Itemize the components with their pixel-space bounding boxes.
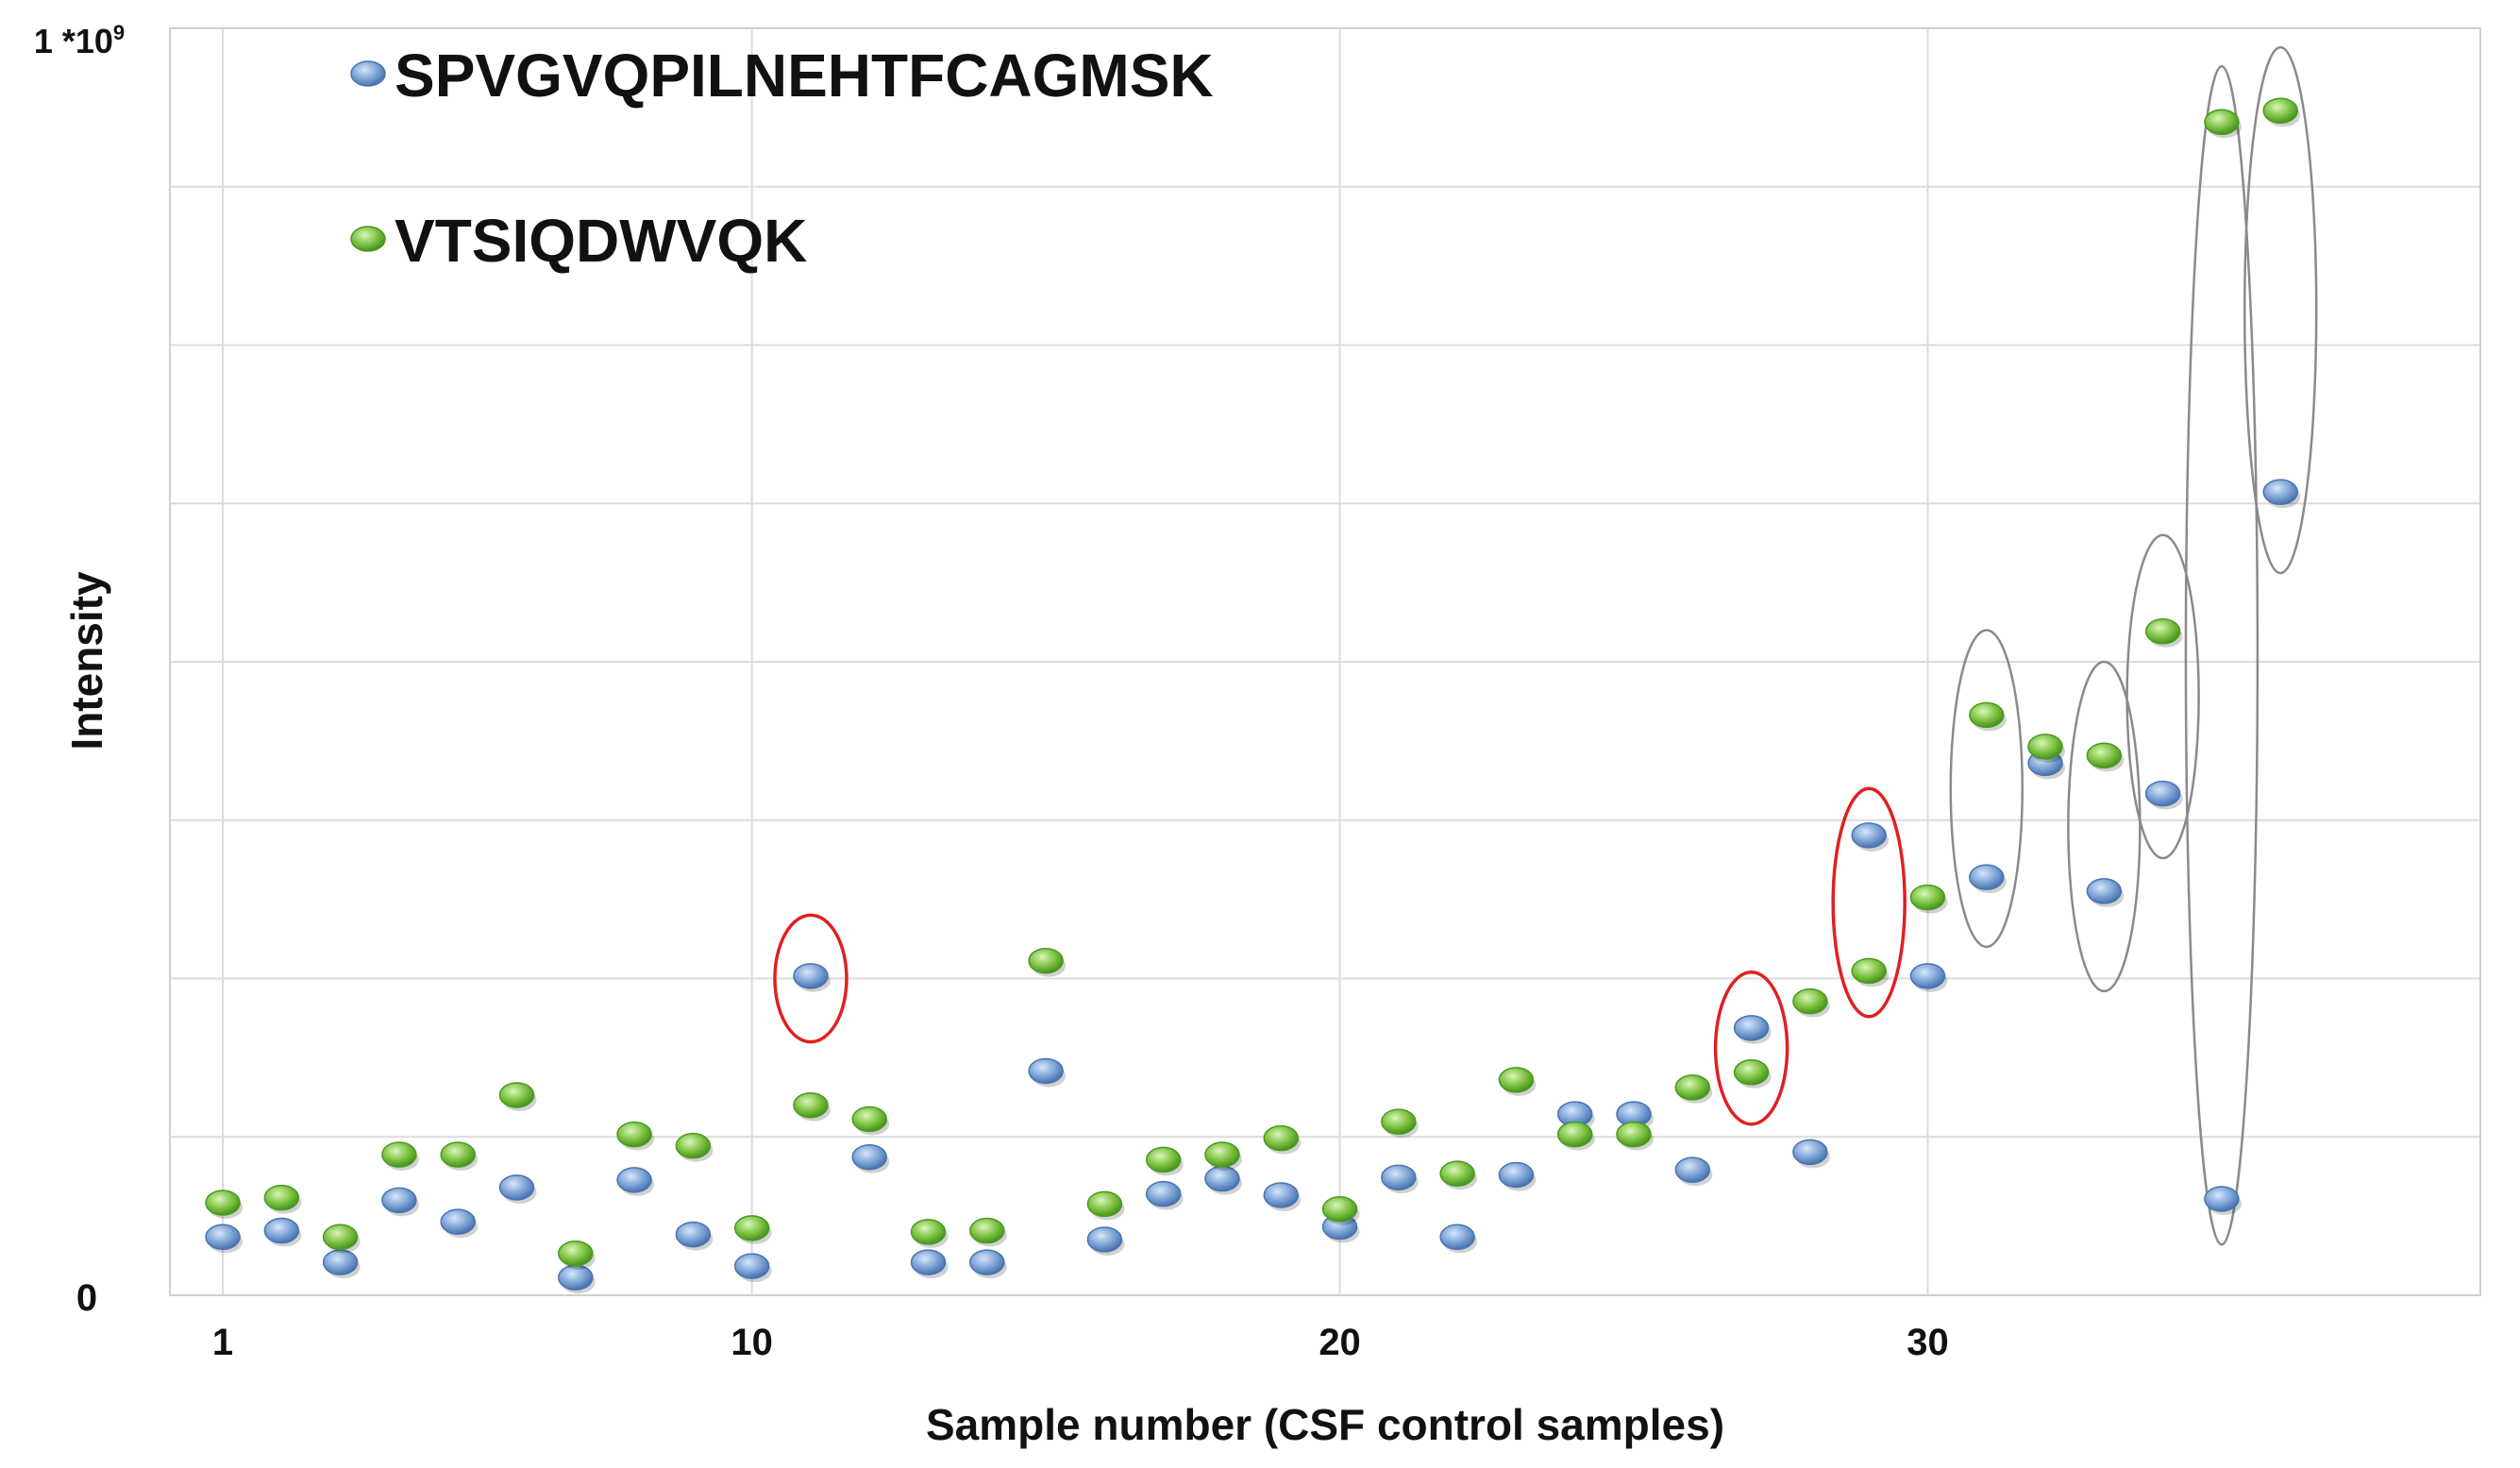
highlight-ellipse-gray [2243,45,2318,575]
point-vtsiqdwvqk [263,1184,300,1211]
point-vtsiqdwvqk [2144,618,2181,645]
legend: SPVGVQPILNEHTFCAGMSK VTSIQDWVQK [350,42,1214,275]
highlight-ellipse-gray [2125,533,2200,860]
point-spvgvqpilnehtfcagmsk [381,1187,417,1214]
point-vtsiqdwvqk [733,1215,770,1241]
point-vtsiqdwvqk [675,1132,712,1159]
point-vtsiqdwvqk [2086,742,2123,769]
point-vtsiqdwvqk [1145,1146,1182,1173]
plot-area [169,27,2481,1296]
tick-labels: 0 1 *109 1 10 20 30 [34,21,1949,1363]
point-vtsiqdwvqk [2204,109,2240,136]
legend-label-vtsiqdwvqk: VTSIQDWVQK [395,207,807,275]
highlight-ellipse-red [773,913,848,1044]
point-vtsiqdwvqk [793,1091,829,1119]
point-vtsiqdwvqk [1556,1121,1593,1148]
point-vtsiqdwvqk [322,1223,359,1251]
point-spvgvqpilnehtfcagmsk [1851,822,1887,849]
legend-marker-vtsiqdwvqk [350,226,386,252]
point-spvgvqpilnehtfcagmsk [1086,1226,1123,1253]
point-vtsiqdwvqk [381,1141,417,1168]
point-vtsiqdwvqk [1321,1195,1358,1223]
axis-titles: Sample number (CSF control samples) Inte… [62,571,1724,1449]
point-vtsiqdwvqk [1028,947,1064,974]
gridlines [170,28,2480,1295]
x-tick-label: 10 [731,1322,773,1363]
point-vtsiqdwvqk [440,1141,476,1168]
plot-area-border [169,27,2481,1296]
point-vtsiqdwvqk [205,1190,241,1216]
point-vtsiqdwvqk [1616,1121,1652,1148]
highlight-ellipse-gray [1949,629,2024,949]
point-spvgvqpilnehtfcagmsk [1969,864,2005,890]
point-spvgvqpilnehtfcagmsk [205,1223,241,1251]
point-spvgvqpilnehtfcagmsk [1381,1164,1417,1190]
point-spvgvqpilnehtfcagmsk [1674,1156,1711,1183]
point-vtsiqdwvqk [498,1082,535,1108]
data-points [205,97,2301,1294]
y-tick-max-label: 1 *109 [34,21,125,60]
highlight-ellipses [773,45,2318,1246]
x-tick-label: 1 [212,1322,233,1363]
legend-label-spvgvqpilnehtfcagmsk: SPVGVQPILNEHTFCAGMSK [395,42,1214,110]
highlight-ellipse-gray [2067,660,2142,993]
x-axis-title: Sample number (CSF control samples) [926,1400,1724,1449]
point-vtsiqdwvqk [616,1121,652,1148]
point-vtsiqdwvqk [1674,1074,1711,1101]
point-vtsiqdwvqk [1733,1059,1770,1086]
point-spvgvqpilnehtfcagmsk [793,963,829,989]
point-spvgvqpilnehtfcagmsk [1909,963,1946,989]
point-vtsiqdwvqk [1851,957,1887,985]
point-spvgvqpilnehtfcagmsk [2144,780,2181,807]
point-spvgvqpilnehtfcagmsk [616,1167,652,1193]
point-spvgvqpilnehtfcagmsk [322,1249,359,1275]
point-vtsiqdwvqk [1439,1160,1475,1187]
point-spvgvqpilnehtfcagmsk [675,1221,712,1248]
legend-marker-spvgvqpilnehtfcagmsk [350,60,386,87]
point-spvgvqpilnehtfcagmsk [2204,1186,2240,1212]
highlight-ellipse-red [1713,970,1789,1126]
point-spvgvqpilnehtfcagmsk [2262,479,2298,505]
y-tick-max-exponent: 9 [113,21,125,44]
highlight-ellipse-red [1831,786,1907,1019]
point-spvgvqpilnehtfcagmsk [910,1249,947,1275]
point-vtsiqdwvqk [1909,884,1946,911]
point-spvgvqpilnehtfcagmsk [851,1143,888,1171]
point-spvgvqpilnehtfcagmsk [1733,1015,1770,1041]
x-tick-label: 30 [1907,1322,1949,1363]
point-vtsiqdwvqk [910,1219,947,1245]
point-vtsiqdwvqk [1792,987,1828,1015]
highlight-ellipse-gray [2184,65,2260,1246]
point-vtsiqdwvqk [1969,701,2005,729]
point-spvgvqpilnehtfcagmsk [1792,1139,1828,1166]
point-vtsiqdwvqk [1204,1141,1240,1168]
point-spvgvqpilnehtfcagmsk [733,1253,770,1279]
point-vtsiqdwvqk [2027,734,2063,760]
y-axis-title: Intensity [62,571,111,751]
point-spvgvqpilnehtfcagmsk [440,1208,476,1235]
y-tick-min-label: 0 [76,1277,97,1319]
point-vtsiqdwvqk [1381,1108,1417,1135]
point-vtsiqdwvqk [1263,1124,1300,1152]
point-spvgvqpilnehtfcagmsk [263,1217,300,1244]
point-spvgvqpilnehtfcagmsk [1439,1223,1475,1251]
point-vtsiqdwvqk [851,1105,888,1133]
point-spvgvqpilnehtfcagmsk [1498,1161,1535,1189]
point-spvgvqpilnehtfcagmsk [1263,1182,1300,1208]
point-vtsiqdwvqk [558,1240,594,1267]
x-tick-label: 20 [1319,1322,1361,1363]
y-tick-max-base: 1 *10 [34,22,113,60]
point-vtsiqdwvqk [2262,97,2298,124]
point-spvgvqpilnehtfcagmsk [1028,1057,1064,1085]
point-vtsiqdwvqk [1498,1067,1535,1093]
point-vtsiqdwvqk [1086,1190,1123,1218]
point-vtsiqdwvqk [969,1217,1005,1244]
point-spvgvqpilnehtfcagmsk [1145,1180,1182,1207]
point-spvgvqpilnehtfcagmsk [2086,878,2123,904]
point-spvgvqpilnehtfcagmsk [969,1249,1005,1275]
point-spvgvqpilnehtfcagmsk [498,1174,535,1201]
